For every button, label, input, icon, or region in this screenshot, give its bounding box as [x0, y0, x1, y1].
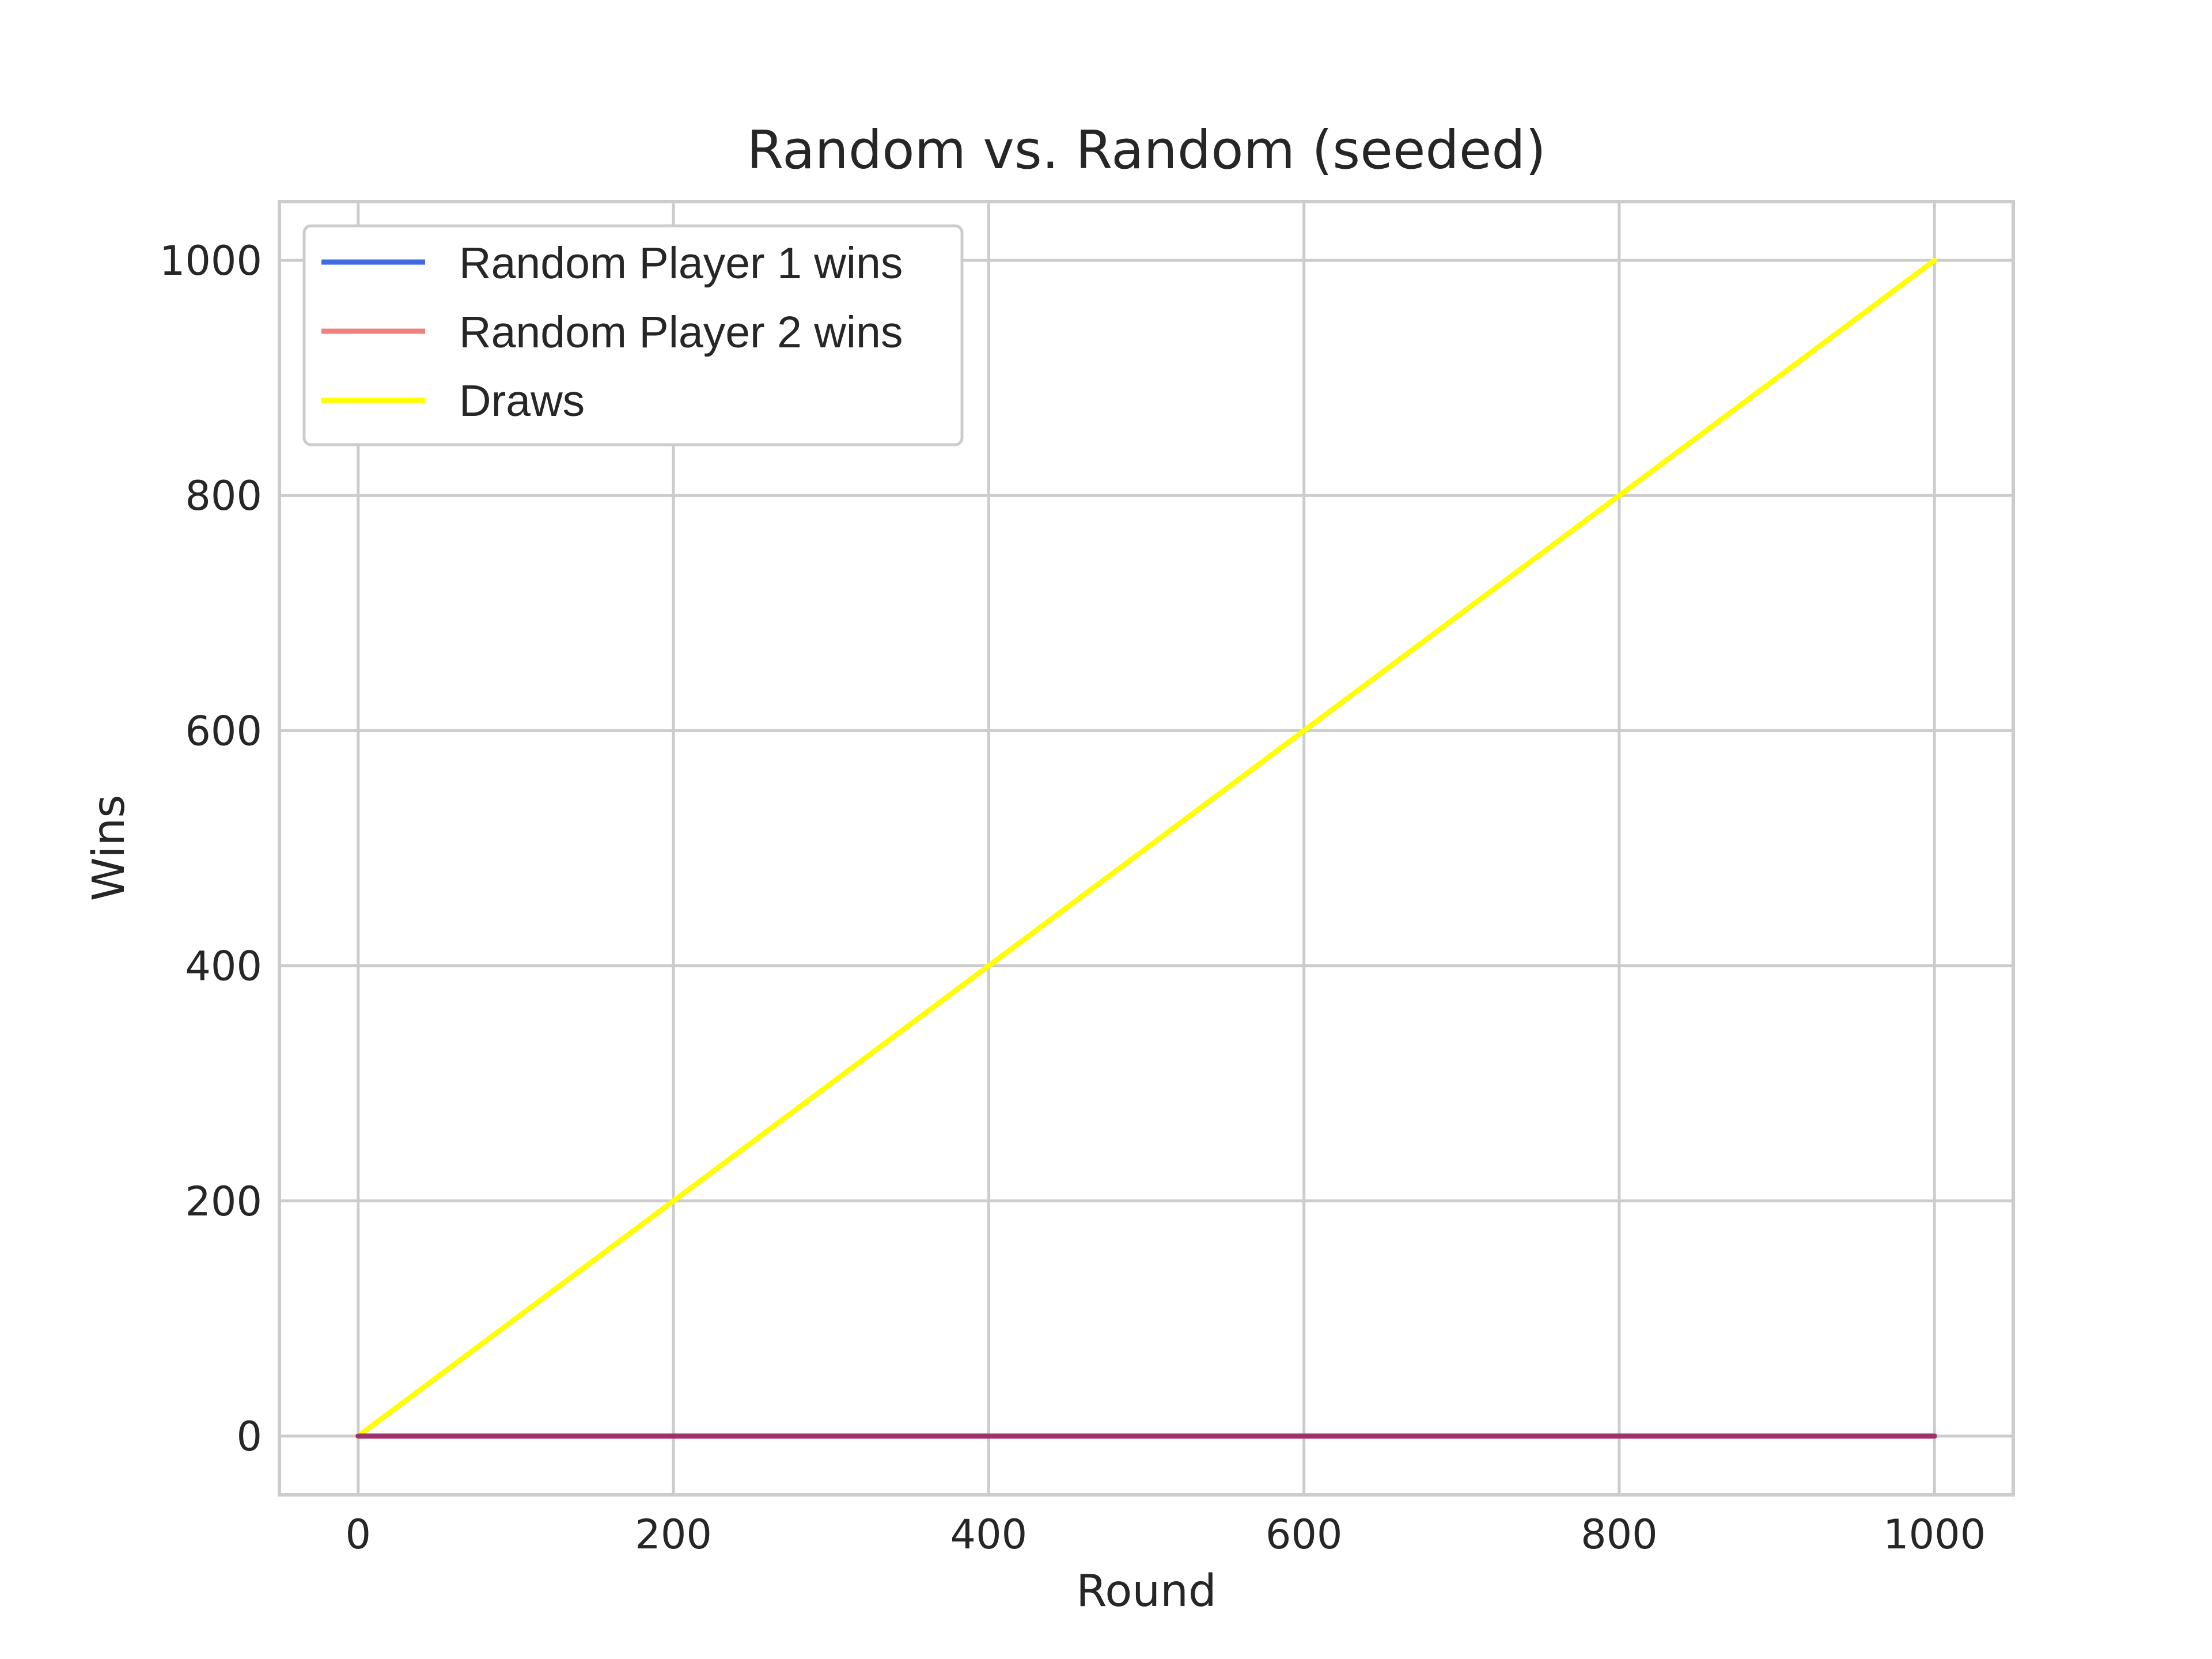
y-tick-label: 200	[185, 1178, 262, 1225]
y-axis-title: Wins	[84, 795, 135, 902]
series-layer	[355, 257, 1937, 1439]
legend: Random Player 1 wins Random Player 2 win…	[302, 224, 964, 446]
series-line-draws	[355, 257, 1937, 1439]
x-tick-label: 1000	[1883, 1511, 1986, 1558]
y-tick-label: 0	[236, 1413, 262, 1460]
x-tick-label: 400	[950, 1511, 1028, 1558]
legend-label-player2: Random Player 2 wins	[459, 308, 903, 357]
x-tick-label: 600	[1266, 1511, 1343, 1558]
x-tick-label: 200	[635, 1511, 712, 1558]
y-tick-label: 1000	[160, 237, 262, 285]
x-axis-title: Round	[1076, 1566, 1217, 1617]
y-tick-label: 400	[185, 943, 262, 990]
grid	[279, 202, 2013, 1495]
y-tick-label: 600	[185, 707, 262, 755]
tick-labels: 0 200 400 600 800 1000 0 200 400 600 800 1000	[160, 237, 1986, 1558]
x-tick-label: 800	[1581, 1511, 1658, 1558]
plot-frame	[278, 200, 2015, 1497]
legend-label-draws: Draws	[459, 376, 585, 426]
legend-box	[302, 224, 964, 446]
y-tick-label: 800	[185, 472, 262, 520]
legend-label-player1: Random Player 1 wins	[459, 238, 903, 288]
x-tick-label: 0	[346, 1511, 372, 1558]
chart-title: Random vs. Random (seeded)	[747, 119, 1546, 181]
